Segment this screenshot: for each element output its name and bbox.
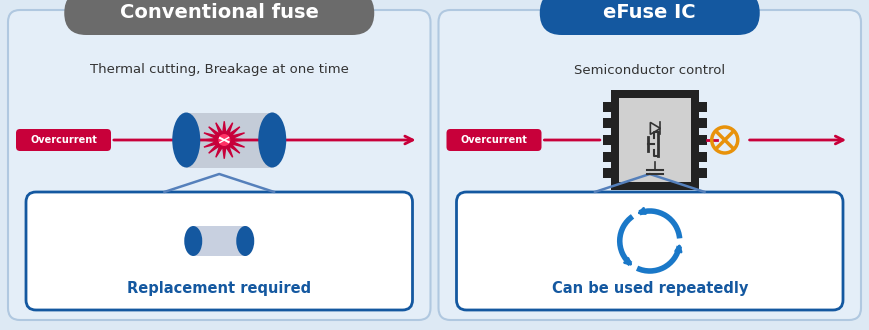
FancyBboxPatch shape [447,129,541,151]
Text: Conventional fuse: Conventional fuse [120,4,319,22]
Ellipse shape [239,226,251,256]
Bar [699,118,706,128]
Bar [699,135,706,145]
Bar [699,152,706,162]
Bar [603,118,611,128]
FancyBboxPatch shape [8,10,430,320]
Bar [699,168,706,178]
Bar [603,152,611,162]
Bar [619,98,691,182]
Bar [699,102,706,112]
FancyBboxPatch shape [540,0,760,35]
Bar [603,102,611,112]
FancyBboxPatch shape [456,192,843,310]
Text: Semiconductor control: Semiconductor control [574,63,726,77]
FancyBboxPatch shape [439,10,861,320]
Ellipse shape [172,113,200,168]
FancyBboxPatch shape [16,129,111,151]
Text: Overcurrent: Overcurrent [30,135,97,145]
Bar [193,226,245,256]
Text: Overcurrent: Overcurrent [461,135,527,145]
FancyBboxPatch shape [26,192,413,310]
Ellipse shape [184,226,202,256]
Text: Can be used repeatedly: Can be used repeatedly [552,280,748,295]
FancyBboxPatch shape [64,0,375,35]
Polygon shape [202,121,246,159]
Ellipse shape [236,226,255,256]
Bar [603,168,611,178]
Ellipse shape [258,113,286,168]
Ellipse shape [263,113,282,168]
Bar [611,90,699,190]
Text: Replacement required: Replacement required [127,280,311,295]
Bar [603,135,611,145]
Bar [186,113,272,168]
Text: eFuse IC: eFuse IC [603,4,696,22]
Text: Thermal cutting, Breakage at one time: Thermal cutting, Breakage at one time [90,63,348,77]
Circle shape [218,134,230,146]
